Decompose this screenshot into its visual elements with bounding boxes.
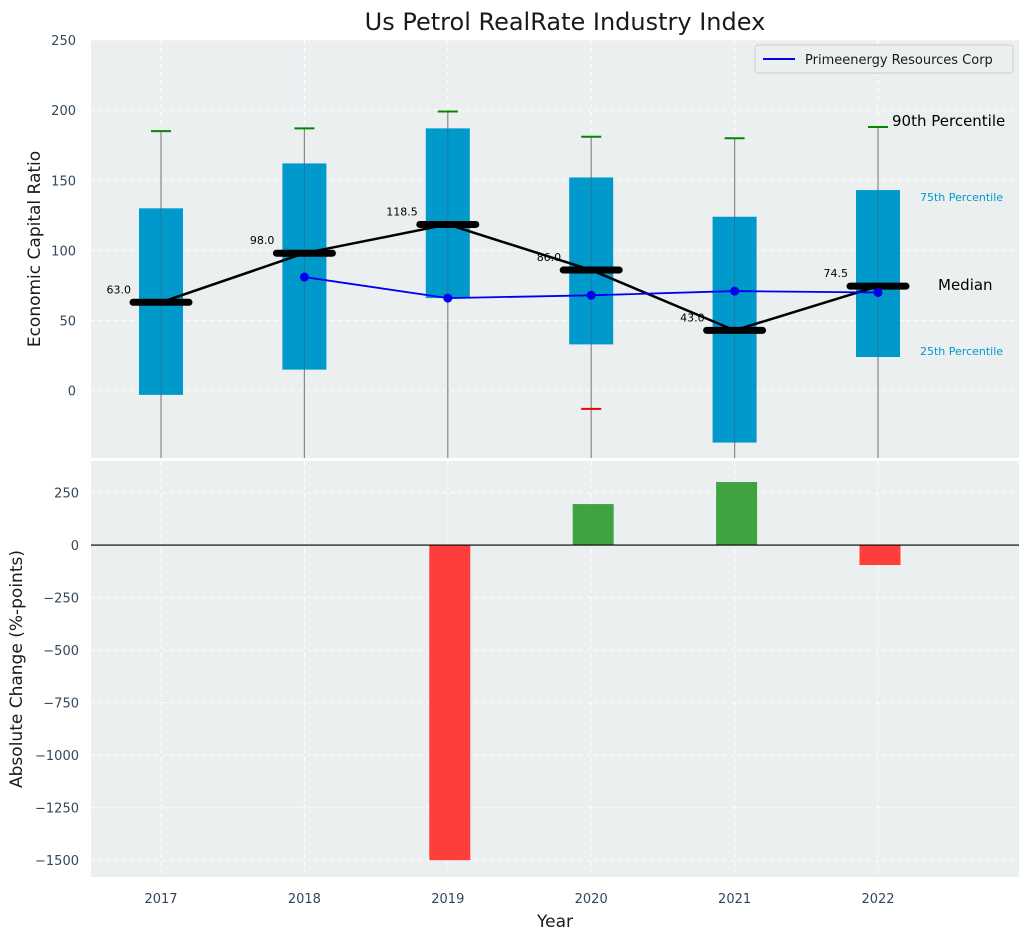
- change-bar: [572, 504, 614, 546]
- company-series-point: [873, 287, 883, 297]
- annotation-p75: 75th Percentile: [920, 191, 1003, 204]
- company-series-point: [299, 272, 309, 282]
- median-line: [160, 223, 879, 332]
- median-value-label: 86.0: [537, 251, 562, 264]
- chart-title: Us Petrol RealRate Industry Index: [365, 8, 766, 36]
- company-series-point: [586, 290, 596, 300]
- x-tick-label: 2022: [861, 892, 894, 907]
- x-tick-label: 2020: [575, 892, 608, 907]
- bottom-y-tick-label: −1250: [35, 802, 79, 817]
- bottom-y-tick-label: −1000: [35, 749, 79, 764]
- top-y-tick-label: 150: [51, 174, 76, 189]
- change-bar: [716, 482, 758, 546]
- legend-box: [754, 44, 1014, 74]
- median-value-label: 63.0: [107, 283, 132, 296]
- median-value-label: 43.0: [680, 311, 705, 324]
- x-axis-title: Year: [536, 912, 573, 932]
- top-y-tick-label: 50: [59, 315, 76, 330]
- company-series-point: [730, 286, 740, 296]
- legend: Primeenergy Resources Corp: [754, 44, 1014, 74]
- bottom-plot-area: [91, 461, 1019, 877]
- bottom-y-tick-label: −750: [43, 697, 79, 712]
- annotation-median: Median: [938, 276, 993, 294]
- x-tick-label: 2018: [288, 892, 321, 907]
- top-y-axis-title: Economic Capital Ratio: [25, 151, 45, 347]
- bottom-y-tick-label: 250: [54, 487, 79, 502]
- top-y-tick-label: 0: [68, 385, 76, 400]
- top-y-tick-label: 100: [51, 244, 76, 259]
- median-value-label: 74.5: [824, 267, 849, 280]
- median-value-label: 118.5: [386, 205, 418, 218]
- company-series-point: [443, 293, 453, 303]
- top-panel: 0 50 100 150 200 250 Economic Capital Ratio 63.…: [25, 34, 1019, 458]
- bottom-y-tick-label: −500: [43, 644, 79, 659]
- top-y-tick-label: 250: [51, 34, 76, 49]
- median-value-label: 98.0: [250, 234, 275, 247]
- x-tick-label: 2021: [718, 892, 751, 907]
- bottom-y-tick-label: −250: [43, 592, 79, 607]
- annotation-p25: 25th Percentile: [920, 345, 1003, 358]
- legend-entry-label: Primeenergy Resources Corp: [805, 53, 993, 68]
- change-bar: [859, 545, 901, 565]
- bottom-y-tick-label: −1500: [35, 854, 79, 869]
- top-y-tick-label: 200: [51, 104, 76, 119]
- bottom-y-axis-title: Absolute Change (%-points): [7, 550, 27, 788]
- x-tick-label: 2017: [144, 892, 177, 907]
- annotation-p90: 90th Percentile: [892, 112, 1005, 130]
- x-tick-label: 2019: [431, 892, 464, 907]
- bottom-y-tick-label: 0: [71, 539, 79, 554]
- change-bar: [429, 545, 471, 861]
- bottom-panel: −1500 −1250 −1000 −750 −500 −250 0 250 2017 2018 2…: [7, 461, 1019, 932]
